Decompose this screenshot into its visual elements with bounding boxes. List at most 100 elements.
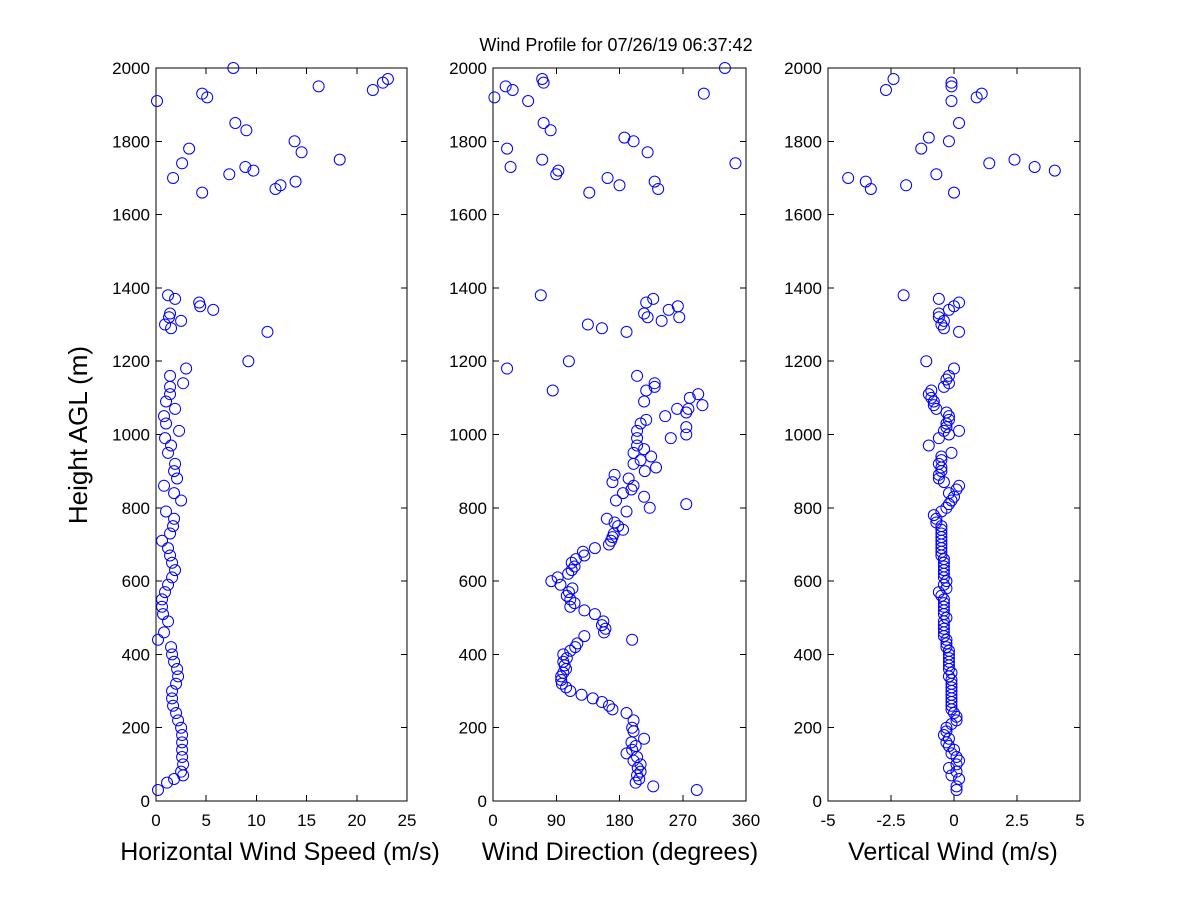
height-y-axis-label: Height AGL (m) [63,346,93,524]
horizontal-wind-speed-data-point [242,355,255,368]
wind-direction-data-point [575,688,588,701]
wind-direction-y-tick-label: 1800 [449,132,487,151]
wind-direction-data-point [659,410,672,423]
horizontal-wind-speed-data-point [170,707,183,720]
vertical-wind-data-point [930,402,943,415]
horizontal-wind-speed-data-point [158,410,171,423]
vertical-wind-data-point [940,582,953,595]
vertical-wind-panel: -5 -2.5 0 2.5 5 0 200 400 600 800 1000 1200 1400 160… [784,59,1085,866]
horizontal-wind-speed-data-point [151,94,164,107]
vertical-wind-y-tick-label: 1000 [784,426,822,445]
wind-direction-data-point [562,355,575,368]
wind-direction-data-point [581,318,594,331]
wind-direction-data-point [696,399,709,412]
wind-direction-y-tick-label: 800 [459,499,487,518]
horizontal-wind-speed-data-point [168,465,181,478]
horizontal-wind-speed-data-point [196,87,209,100]
wind-direction-data-point [641,146,654,159]
wind-direction-data-point [609,494,622,507]
vertical-wind-data-point [953,479,966,492]
horizontal-wind-speed-data-point [156,600,169,613]
wind-direction-data-point [583,186,596,199]
horizontal-wind-speed-x-tick-label: 25 [398,811,417,830]
horizontal-wind-speed-data-point [160,505,173,518]
wind-direction-data-point [557,648,570,661]
wind-direction-data-point [627,446,640,459]
vertical-wind-data-point [945,681,958,694]
vertical-wind-data-point [940,736,953,749]
vertical-wind-data-point [925,391,938,404]
wind-direction-data-point [578,630,591,643]
wind-direction-data-point [588,608,601,621]
vertical-wind-y-tick-label: 200 [794,719,822,738]
vertical-wind-data-point [953,773,966,786]
horizontal-wind-speed-y-tick-label: 200 [122,719,150,738]
vertical-wind-data-point [842,171,855,184]
wind-direction-data-point [627,457,640,470]
wind-direction-data-point [536,72,549,85]
wind-direction-data-point [555,674,568,687]
wind-direction-x-tick-label: 180 [605,811,633,830]
vertical-wind-data-point [953,296,966,309]
vertical-wind-data-point [940,373,953,386]
vertical-wind-data-point [897,289,910,302]
horizontal-wind-speed-data-point [161,776,174,789]
wind-direction-x-tick-label: 270 [669,811,697,830]
horizontal-wind-speed-data-point [288,135,301,148]
vertical-wind-data-point [879,83,892,96]
wind-direction-x-tick-label: 0 [488,811,497,830]
wind-direction-data-point [545,575,558,588]
horizontal-wind-speed-data-point [158,479,171,492]
horizontal-wind-speed-data-point [166,571,179,584]
wind-direction-axes-frame [492,67,747,802]
wind-direction-data-point [557,655,570,668]
wind-direction-data-point [634,758,647,771]
wind-direction-data-point [557,666,570,679]
wind-direction-data-point [562,567,575,580]
wind-direction-data-point [501,362,514,375]
wind-direction-data-point [638,465,651,478]
wind-direction-data-point [501,142,514,155]
horizontal-wind-speed-data-point [169,292,182,305]
wind-direction-data-point [627,479,640,492]
vertical-wind-data-point [950,714,963,727]
horizontal-wind-speed-panel: 0 5 10 15 20 25 0 200 400 600 800 1000 1200 1400 1600… [63,59,440,866]
vertical-wind-data-point [942,487,955,500]
wind-direction-data-point [626,743,639,756]
vertical-wind-data-point [945,94,958,107]
horizontal-wind-speed-x-tick-label: 5 [201,811,210,830]
vertical-wind-data-point [940,406,953,419]
wind-direction-data-point [729,157,742,170]
wind-direction-data-point [600,512,613,525]
horizontal-wind-speed-data-point [171,663,184,676]
vertical-wind-y-tick-label: 1200 [784,352,822,371]
horizontal-wind-speed-y-tick-label: 1600 [112,206,150,225]
wind-direction-data-point [631,769,644,782]
vertical-wind-data-point [942,644,955,657]
wind-direction-data-point [631,424,644,437]
horizontal-wind-speed-y-tick-label: 2000 [112,59,150,78]
wind-direction-data-point [606,476,619,489]
vertical-wind-y-tick-label: 400 [794,645,822,664]
horizontal-wind-speed-x-tick-label: 15 [297,811,316,830]
horizontal-wind-speed-y-tick-label: 1200 [112,352,150,371]
horizontal-wind-speed-data-point [175,494,188,507]
horizontal-wind-speed-data-point [176,157,189,170]
wind-direction-x-tick-label: 90 [547,811,566,830]
horizontal-wind-speed-axes-frame [155,67,408,802]
vertical-wind-data-point [937,597,950,610]
wind-direction-data-point [564,600,577,613]
wind-direction-data-point [560,652,573,665]
horizontal-wind-speed-data-point [207,303,220,316]
horizontal-wind-speed-data-point [168,655,181,668]
wind-direction-data-point [626,721,639,734]
wind-direction-data-point [546,384,559,397]
vertical-wind-data-point [945,80,958,93]
vertical-wind-data-point [930,168,943,181]
wind-direction-y-tick-label: 600 [459,572,487,591]
horizontal-wind-speed-data-point [171,472,184,485]
wind-direction-y-tick-label: 2000 [449,59,487,78]
vertical-wind-data-point [1028,160,1041,173]
wind-direction-data-point [640,413,653,426]
vertical-wind-y-tick-label: 800 [794,499,822,518]
